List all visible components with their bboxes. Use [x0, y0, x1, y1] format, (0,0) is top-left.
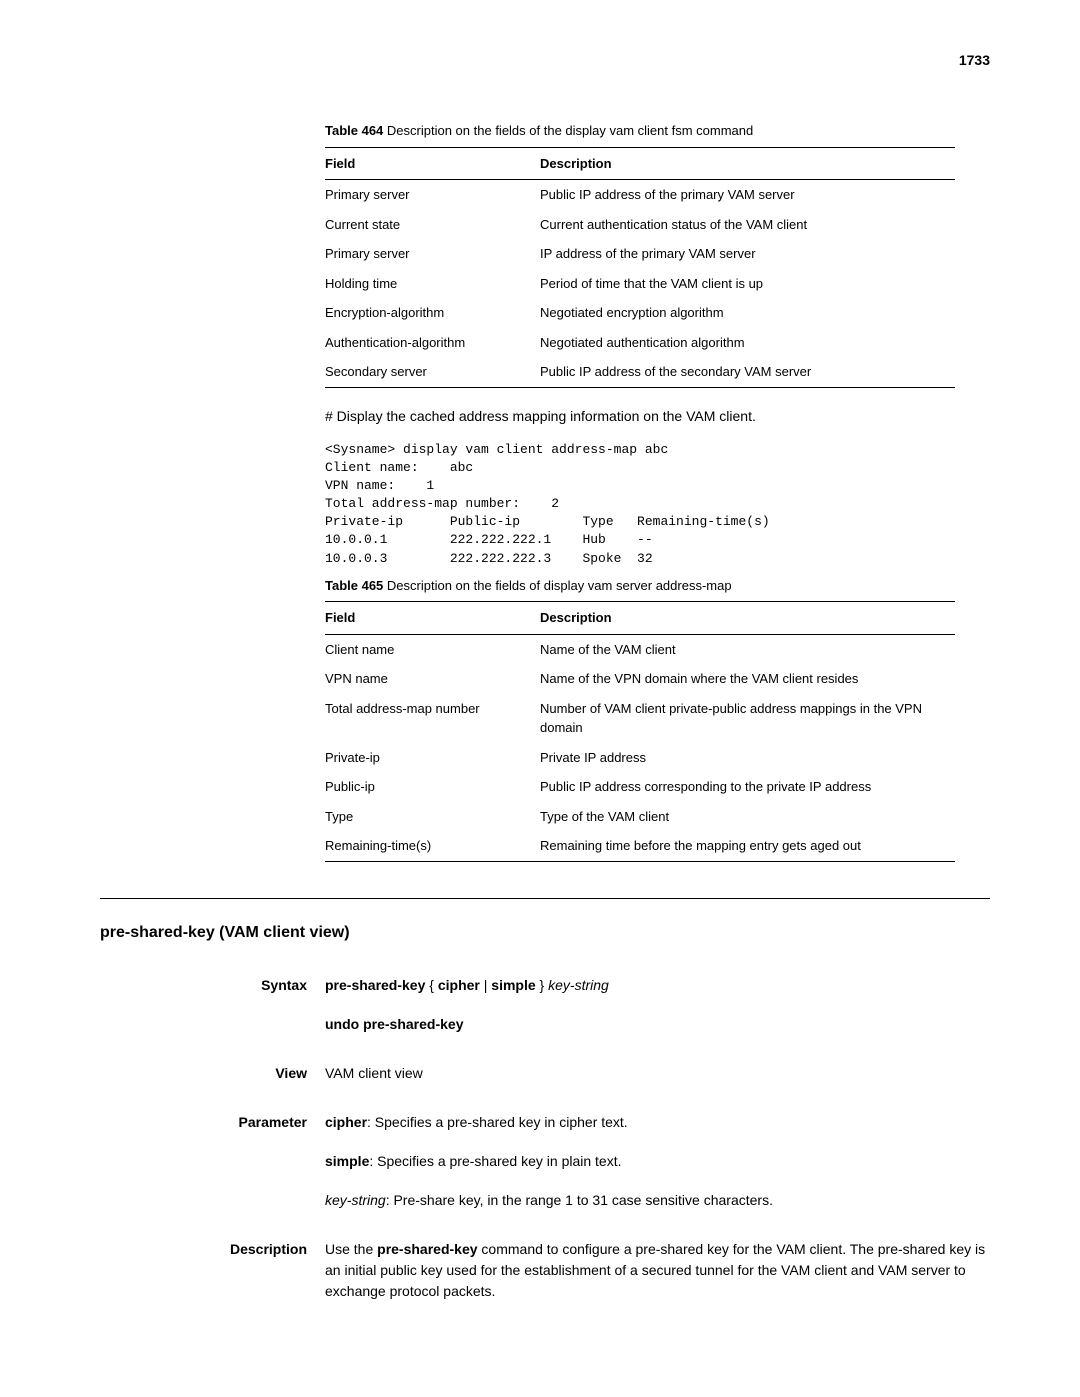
table-cell-desc: Remaining time before the mapping entry … — [540, 831, 955, 861]
table-cell-field: Total address-map number — [325, 694, 540, 743]
table-cell-field: Holding time — [325, 269, 540, 299]
table465-caption-text: Description on the fields of display vam… — [387, 578, 732, 593]
parameter-label: Parameter — [100, 1112, 325, 1211]
table-cell-desc: Current authentication status of the VAM… — [540, 210, 955, 240]
table-cell-field: Primary server — [325, 239, 540, 269]
syntax-cipher: cipher — [438, 977, 480, 993]
table-cell-field: Remaining-time(s) — [325, 831, 540, 861]
param-keystring-italic: key-string — [325, 1192, 386, 1208]
syntax-undo: undo pre-shared-key — [325, 1014, 990, 1035]
table-row: Public-ipPublic IP address corresponding… — [325, 772, 955, 802]
param-cipher-bold: cipher — [325, 1114, 367, 1130]
param-keystring-text: : Pre-share key, in the range 1 to 31 ca… — [386, 1192, 773, 1208]
table-row: Secondary serverPublic IP address of the… — [325, 357, 955, 387]
table-cell-desc: Name of the VAM client — [540, 634, 955, 664]
table-row: Authentication-algorithmNegotiated authe… — [325, 328, 955, 358]
section-divider — [100, 898, 990, 899]
desc-bold: pre-shared-key — [377, 1241, 477, 1257]
desc-pre: Use the — [325, 1241, 377, 1257]
param-simple-bold: simple — [325, 1153, 369, 1169]
table-cell-desc: Public IP address corresponding to the p… — [540, 772, 955, 802]
table-cell-field: Public-ip — [325, 772, 540, 802]
intro-text: # Display the cached address mapping inf… — [325, 406, 990, 427]
syntax-section: Syntax pre-shared-key { cipher | simple … — [100, 975, 990, 1035]
section-title: pre-shared-key (VAM client view) — [100, 921, 990, 945]
table-cell-field: VPN name — [325, 664, 540, 694]
description-label: Description — [100, 1239, 325, 1302]
table-cell-field: Secondary server — [325, 357, 540, 387]
table-row: VPN nameName of the VPN domain where the… — [325, 664, 955, 694]
param-cipher-text: : Specifies a pre-shared key in cipher t… — [367, 1114, 628, 1130]
table-cell-field: Type — [325, 802, 540, 832]
table-row: Primary serverPublic IP address of the p… — [325, 180, 955, 210]
syntax-brace-open: { — [425, 977, 437, 993]
table464-header-field: Field — [325, 147, 540, 180]
syntax-label: Syntax — [100, 975, 325, 1035]
table464: Field Description Primary serverPublic I… — [325, 147, 955, 388]
table-row: Remaining-time(s)Remaining time before t… — [325, 831, 955, 861]
table-cell-desc: Type of the VAM client — [540, 802, 955, 832]
syntax-cmd: pre-shared-key — [325, 977, 425, 993]
table-cell-desc: Name of the VPN domain where the VAM cli… — [540, 664, 955, 694]
table-row: Encryption-algorithmNegotiated encryptio… — [325, 298, 955, 328]
table-cell-desc: Public IP address of the primary VAM ser… — [540, 180, 955, 210]
table465: Field Description Client nameName of the… — [325, 601, 955, 862]
table-cell-desc: Public IP address of the secondary VAM s… — [540, 357, 955, 387]
table-cell-field: Private-ip — [325, 743, 540, 773]
table-row: Private-ipPrivate IP address — [325, 743, 955, 773]
view-label: View — [100, 1063, 325, 1084]
table-row: Holding timePeriod of time that the VAM … — [325, 269, 955, 299]
table464-header-desc: Description — [540, 147, 955, 180]
parameter-content: cipher: Specifies a pre-shared key in ci… — [325, 1112, 990, 1211]
table-cell-desc: Negotiated encryption algorithm — [540, 298, 955, 328]
table-row: Client nameName of the VAM client — [325, 634, 955, 664]
table-cell-field: Encryption-algorithm — [325, 298, 540, 328]
table464-caption-num: Table 464 — [325, 123, 383, 138]
description-section: Description Use the pre-shared-key comma… — [100, 1239, 990, 1302]
syntax-arg: key-string — [548, 977, 609, 993]
table-cell-desc: Period of time that the VAM client is up — [540, 269, 955, 299]
table-cell-desc: IP address of the primary VAM server — [540, 239, 955, 269]
table-cell-field: Primary server — [325, 180, 540, 210]
table465-caption: Table 465 Description on the fields of d… — [325, 576, 990, 596]
table465-caption-num: Table 465 — [325, 578, 383, 593]
syntax-content: pre-shared-key { cipher | simple } key-s… — [325, 975, 990, 1035]
parameter-section: Parameter cipher: Specifies a pre-shared… — [100, 1112, 990, 1211]
table-row: Total address-map numberNumber of VAM cl… — [325, 694, 955, 743]
view-section: View VAM client view — [100, 1063, 990, 1084]
param-simple-text: : Specifies a pre-shared key in plain te… — [369, 1153, 621, 1169]
syntax-pipe: | — [480, 977, 491, 993]
table465-header-desc: Description — [540, 602, 955, 635]
table-row: TypeType of the VAM client — [325, 802, 955, 832]
view-text: VAM client view — [325, 1063, 990, 1084]
code-block: <Sysname> display vam client address-map… — [325, 441, 990, 568]
page-number: 1733 — [100, 50, 990, 71]
table-cell-field: Current state — [325, 210, 540, 240]
syntax-brace-close: } — [536, 977, 548, 993]
description-content: Use the pre-shared-key command to config… — [325, 1239, 990, 1302]
syntax-simple: simple — [491, 977, 535, 993]
table-row: Primary serverIP address of the primary … — [325, 239, 955, 269]
table-cell-field: Authentication-algorithm — [325, 328, 540, 358]
table-row: Current stateCurrent authentication stat… — [325, 210, 955, 240]
table-cell-field: Client name — [325, 634, 540, 664]
table-cell-desc: Private IP address — [540, 743, 955, 773]
view-content: VAM client view — [325, 1063, 990, 1084]
table464-caption: Table 464 Description on the fields of t… — [325, 121, 990, 141]
table464-caption-text: Description on the fields of the display… — [387, 123, 753, 138]
table-cell-desc: Negotiated authentication algorithm — [540, 328, 955, 358]
table-cell-desc: Number of VAM client private-public addr… — [540, 694, 955, 743]
table465-header-field: Field — [325, 602, 540, 635]
